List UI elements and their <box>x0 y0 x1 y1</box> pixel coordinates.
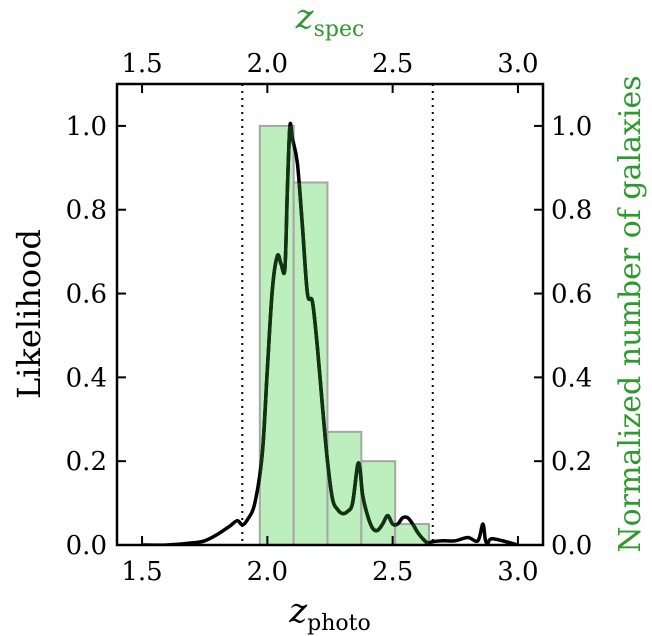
y-tick-label-left: 0.6 <box>66 280 107 310</box>
x-tick-label-top: 2.0 <box>247 49 288 79</box>
x-tick-label-bottom: 1.5 <box>121 557 162 587</box>
bottom-axis-subscript: photo <box>307 611 371 636</box>
x-tick-label-bottom: 2.0 <box>247 557 288 587</box>
y-tick-label-left: 0.4 <box>66 363 107 393</box>
y-tick-label-right: 1.0 <box>551 112 592 142</box>
likelihood-curve <box>142 121 519 546</box>
y-tick-label-right: 0.0 <box>551 531 592 561</box>
right-axis-title: Normalized number of galaxies <box>613 75 648 552</box>
y-tick-label-right: 0.8 <box>551 196 592 226</box>
x-tick-label-bottom: 2.5 <box>372 557 413 587</box>
y-tick-label-left: 0.8 <box>66 196 107 226</box>
x-tick-label-bottom: 3.0 <box>497 557 538 587</box>
y-tick-label-right: 0.4 <box>551 363 592 393</box>
top-axis-subscript: spec <box>314 17 365 42</box>
histogram-bar <box>360 460 397 547</box>
bottom-axis-title: zphoto <box>288 591 371 636</box>
y-tick-label-left: 0.2 <box>66 447 107 477</box>
tick-labels: 1.5 1.5 2.0 2.0 2.5 2.5 3.0 3.0 0.0 0.0 0.2 0.2 0.4 0… <box>66 49 593 587</box>
y-tick-label-right: 0.2 <box>551 447 592 477</box>
bottom-axis-symbol: z <box>288 591 308 631</box>
y-tick-label-left: 1.0 <box>66 112 107 142</box>
top-axis-symbol: z <box>295 0 315 37</box>
left-axis-title: Likelihood <box>10 229 48 399</box>
likelihood-line-overlay <box>259 125 429 546</box>
top-axis-title: zspec <box>295 0 365 42</box>
y-tick-label-left: 0.0 <box>66 531 107 561</box>
plot-frame <box>115 82 545 547</box>
x-tick-label-top: 3.0 <box>497 49 538 79</box>
histogram-bar <box>292 181 329 546</box>
x-tick-label-top: 2.5 <box>372 49 413 79</box>
x-tick-label-top: 1.5 <box>121 49 162 79</box>
y-tick-label-right: 0.6 <box>551 280 592 310</box>
histogram <box>258 124 430 547</box>
